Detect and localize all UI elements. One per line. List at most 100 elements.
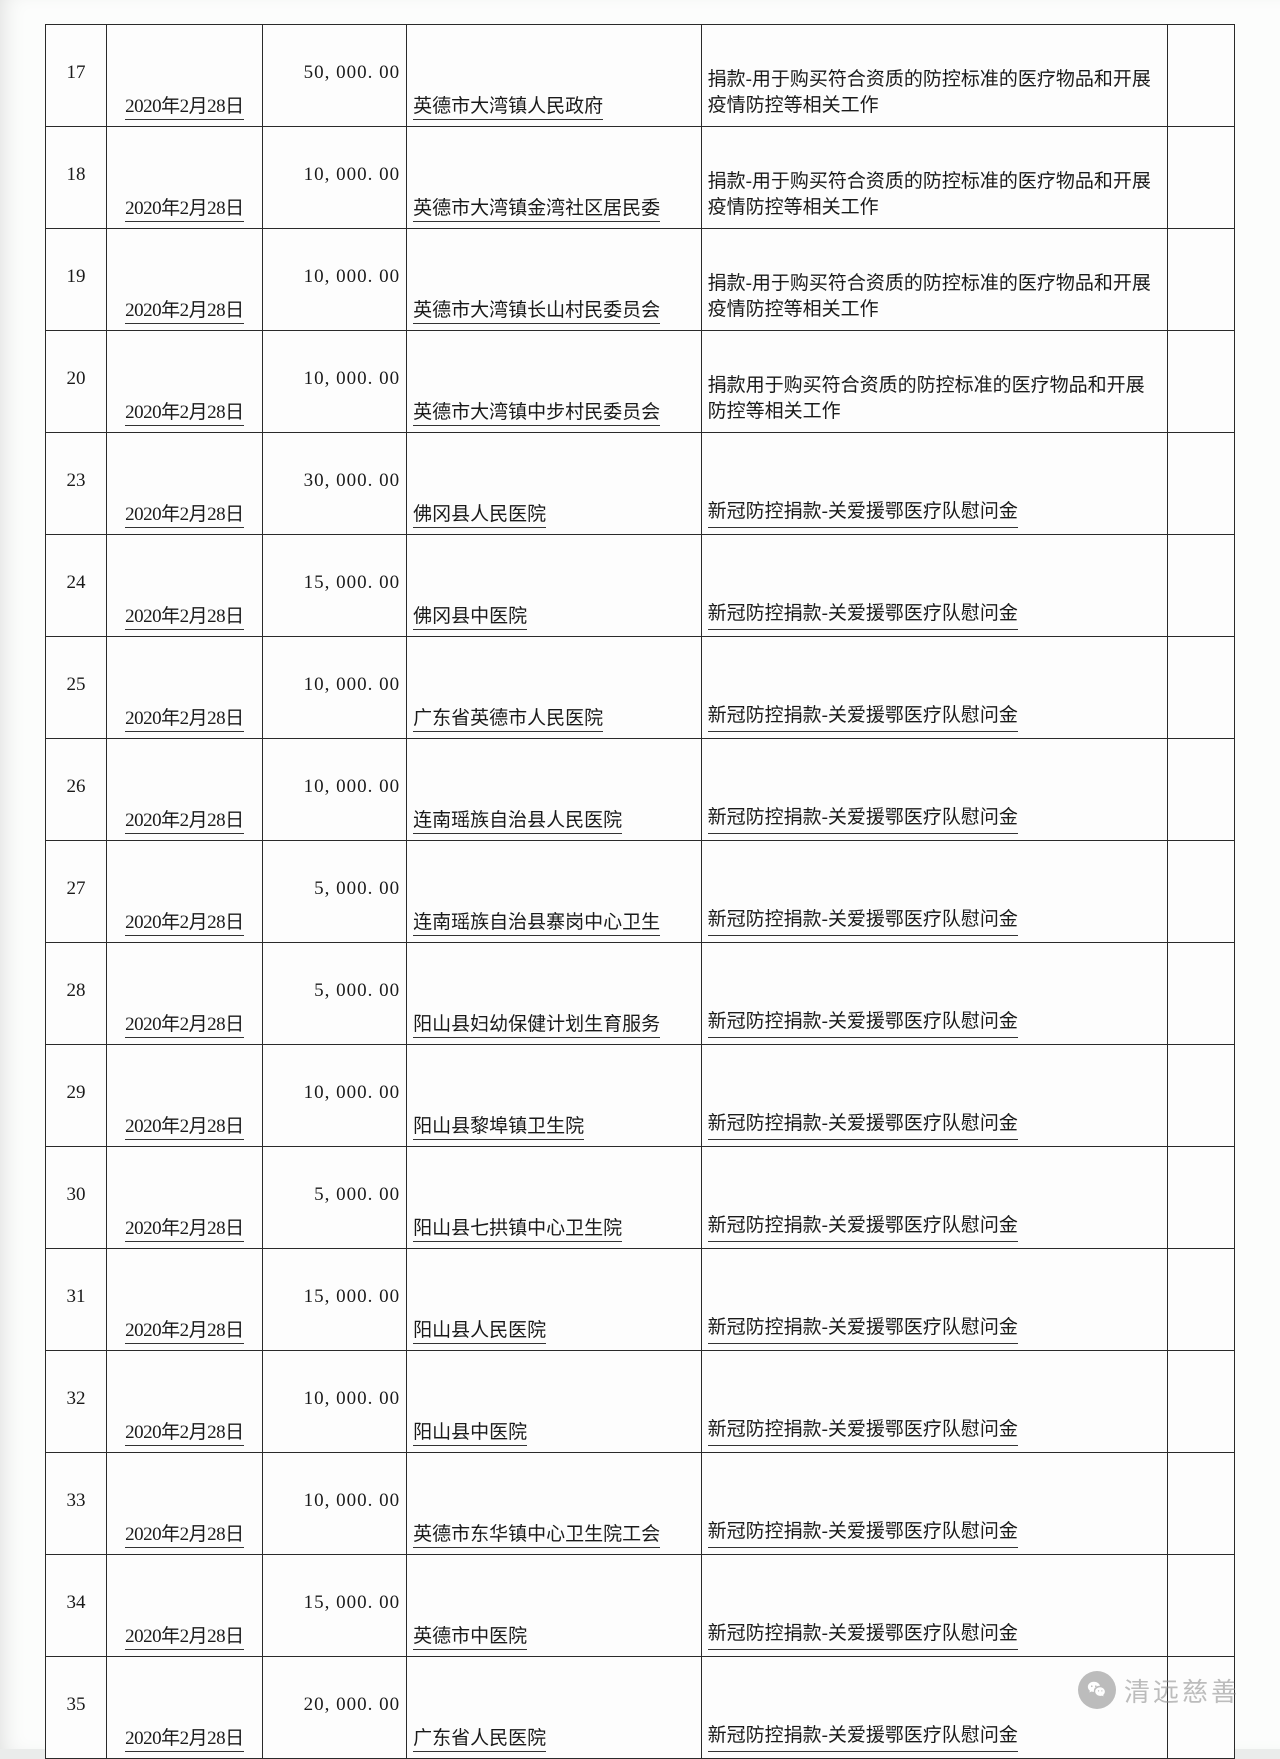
cell-sequence: 27 — [46, 841, 107, 943]
cell-purpose: 新冠防控捐款-关爱援鄂医疗队慰问金 — [701, 1453, 1168, 1555]
cell-purpose: 新冠防控捐款-关爱援鄂医疗队慰问金 — [701, 1045, 1168, 1147]
cell-sequence: 32 — [46, 1351, 107, 1453]
table-row: 352020年2月28日20, 000. 00广东省人民医院新冠防控捐款-关爱援… — [46, 1657, 1235, 1759]
cell-sequence: 23 — [46, 433, 107, 535]
cell-purpose: 新冠防控捐款-关爱援鄂医疗队慰问金 — [701, 739, 1168, 841]
cell-purpose: 捐款-用于购买符合资质的防控标准的医疗物品和开展疫情防控等相关工作 — [701, 229, 1168, 331]
cell-amount: 10, 000. 00 — [262, 1045, 406, 1147]
cell-date: 2020年2月28日 — [107, 1147, 263, 1249]
cell-amount: 10, 000. 00 — [262, 127, 406, 229]
table-row: 272020年2月28日5, 000. 00连南瑶族自治县寨岗中心卫生新冠防控捐… — [46, 841, 1235, 943]
cell-date: 2020年2月28日 — [107, 739, 263, 841]
cell-recipient: 佛冈县中医院 — [407, 535, 701, 637]
cell-sequence: 31 — [46, 1249, 107, 1351]
cell-purpose: 捐款-用于购买符合资质的防控标准的医疗物品和开展疫情防控等相关工作 — [701, 127, 1168, 229]
cell-empty — [1168, 1453, 1235, 1555]
document-page: 172020年2月28日50, 000. 00英德市大湾镇人民政府捐款-用于购买… — [0, 0, 1280, 1749]
cell-recipient: 连南瑶族自治县寨岗中心卫生 — [407, 841, 701, 943]
cell-date: 2020年2月28日 — [107, 637, 263, 739]
table-row: 292020年2月28日10, 000. 00阳山县黎埠镇卫生院新冠防控捐款-关… — [46, 1045, 1235, 1147]
cell-amount: 10, 000. 00 — [262, 229, 406, 331]
cell-sequence: 29 — [46, 1045, 107, 1147]
cell-date: 2020年2月28日 — [107, 1657, 263, 1759]
cell-purpose: 新冠防控捐款-关爱援鄂医疗队慰问金 — [701, 535, 1168, 637]
cell-sequence: 24 — [46, 535, 107, 637]
cell-amount: 10, 000. 00 — [262, 1351, 406, 1453]
table-row: 182020年2月28日10, 000. 00英德市大湾镇金湾社区居民委捐款-用… — [46, 127, 1235, 229]
cell-amount: 10, 000. 00 — [262, 739, 406, 841]
cell-sequence: 26 — [46, 739, 107, 841]
cell-recipient: 英德市大湾镇人民政府 — [407, 25, 701, 127]
table-row: 262020年2月28日10, 000. 00连南瑶族自治县人民医院新冠防控捐款… — [46, 739, 1235, 841]
cell-purpose: 新冠防控捐款-关爱援鄂医疗队慰问金 — [701, 1555, 1168, 1657]
cell-amount: 5, 000. 00 — [262, 841, 406, 943]
table-row: 172020年2月28日50, 000. 00英德市大湾镇人民政府捐款-用于购买… — [46, 25, 1235, 127]
cell-recipient: 阳山县黎埠镇卫生院 — [407, 1045, 701, 1147]
cell-recipient: 英德市东华镇中心卫生院工会 — [407, 1453, 701, 1555]
cell-recipient: 阳山县中医院 — [407, 1351, 701, 1453]
cell-empty — [1168, 637, 1235, 739]
cell-date: 2020年2月28日 — [107, 433, 263, 535]
watermark-text: 清远慈善 — [1124, 1672, 1240, 1709]
cell-empty — [1168, 1555, 1235, 1657]
wechat-icon — [1078, 1671, 1116, 1709]
cell-date: 2020年2月28日 — [107, 331, 263, 433]
cell-amount: 5, 000. 00 — [262, 1147, 406, 1249]
cell-amount: 5, 000. 00 — [262, 943, 406, 1045]
cell-recipient: 阳山县人民医院 — [407, 1249, 701, 1351]
cell-date: 2020年2月28日 — [107, 1453, 263, 1555]
cell-sequence: 33 — [46, 1453, 107, 1555]
table-row: 202020年2月28日10, 000. 00英德市大湾镇中步村民委员会捐款用于… — [46, 331, 1235, 433]
wechat-svg-icon — [1086, 1679, 1108, 1701]
cell-sequence: 19 — [46, 229, 107, 331]
cell-empty — [1168, 433, 1235, 535]
cell-empty — [1168, 1045, 1235, 1147]
cell-amount: 50, 000. 00 — [262, 25, 406, 127]
cell-recipient: 英德市中医院 — [407, 1555, 701, 1657]
cell-date: 2020年2月28日 — [107, 1249, 263, 1351]
cell-date: 2020年2月28日 — [107, 127, 263, 229]
table-row: 342020年2月28日15, 000. 00英德市中医院新冠防控捐款-关爱援鄂… — [46, 1555, 1235, 1657]
cell-sequence: 25 — [46, 637, 107, 739]
cell-recipient: 佛冈县人民医院 — [407, 433, 701, 535]
watermark: 清远慈善 — [1078, 1671, 1240, 1709]
cell-sequence: 28 — [46, 943, 107, 1045]
table-row: 312020年2月28日15, 000. 00阳山县人民医院新冠防控捐款-关爱援… — [46, 1249, 1235, 1351]
cell-empty — [1168, 331, 1235, 433]
cell-amount: 10, 000. 00 — [262, 1453, 406, 1555]
table-row: 302020年2月28日5, 000. 00阳山县七拱镇中心卫生院新冠防控捐款-… — [46, 1147, 1235, 1249]
cell-purpose: 新冠防控捐款-关爱援鄂医疗队慰问金 — [701, 1249, 1168, 1351]
table-row: 322020年2月28日10, 000. 00阳山县中医院新冠防控捐款-关爱援鄂… — [46, 1351, 1235, 1453]
cell-amount: 15, 000. 00 — [262, 1249, 406, 1351]
cell-amount: 15, 000. 00 — [262, 1555, 406, 1657]
cell-empty — [1168, 1249, 1235, 1351]
cell-empty — [1168, 25, 1235, 127]
cell-empty — [1168, 229, 1235, 331]
cell-sequence: 34 — [46, 1555, 107, 1657]
cell-sequence: 30 — [46, 1147, 107, 1249]
cell-recipient: 英德市大湾镇中步村民委员会 — [407, 331, 701, 433]
cell-sequence: 18 — [46, 127, 107, 229]
cell-empty — [1168, 943, 1235, 1045]
cell-date: 2020年2月28日 — [107, 535, 263, 637]
cell-empty — [1168, 127, 1235, 229]
cell-sequence: 20 — [46, 331, 107, 433]
cell-date: 2020年2月28日 — [107, 841, 263, 943]
cell-date: 2020年2月28日 — [107, 229, 263, 331]
cell-sequence: 35 — [46, 1657, 107, 1759]
cell-purpose: 新冠防控捐款-关爱援鄂医疗队慰问金 — [701, 841, 1168, 943]
cell-recipient: 连南瑶族自治县人民医院 — [407, 739, 701, 841]
cell-empty — [1168, 1351, 1235, 1453]
cell-amount: 20, 000. 00 — [262, 1657, 406, 1759]
table-row: 252020年2月28日10, 000. 00广东省英德市人民医院新冠防控捐款-… — [46, 637, 1235, 739]
cell-recipient: 阳山县七拱镇中心卫生院 — [407, 1147, 701, 1249]
cell-recipient: 英德市大湾镇长山村民委员会 — [407, 229, 701, 331]
cell-amount: 30, 000. 00 — [262, 433, 406, 535]
table-row: 232020年2月28日30, 000. 00佛冈县人民医院新冠防控捐款-关爱援… — [46, 433, 1235, 535]
cell-sequence: 17 — [46, 25, 107, 127]
cell-purpose: 新冠防控捐款-关爱援鄂医疗队慰问金 — [701, 637, 1168, 739]
table-row: 192020年2月28日10, 000. 00英德市大湾镇长山村民委员会捐款-用… — [46, 229, 1235, 331]
cell-purpose: 捐款-用于购买符合资质的防控标准的医疗物品和开展疫情防控等相关工作 — [701, 25, 1168, 127]
cell-purpose: 新冠防控捐款-关爱援鄂医疗队慰问金 — [701, 433, 1168, 535]
donation-table: 172020年2月28日50, 000. 00英德市大湾镇人民政府捐款-用于购买… — [45, 24, 1235, 1759]
